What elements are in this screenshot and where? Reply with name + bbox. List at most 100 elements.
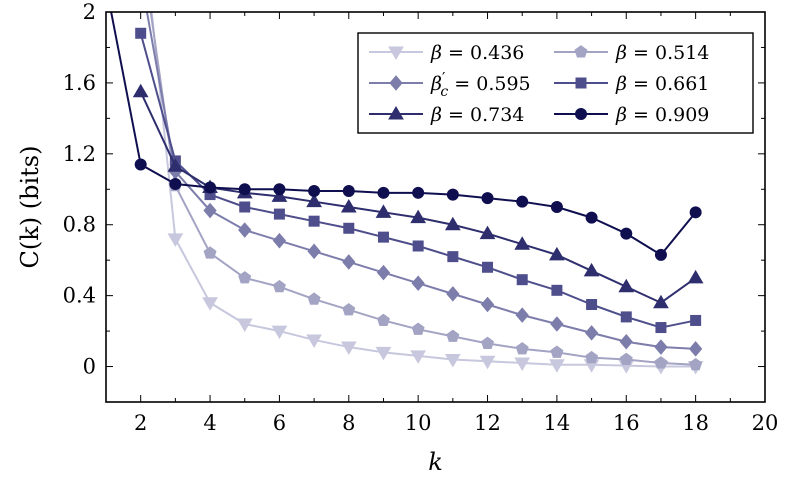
data-point — [410, 209, 427, 224]
data-point — [342, 303, 356, 316]
data-point — [583, 262, 600, 277]
data-point — [376, 264, 391, 281]
data-point — [307, 243, 321, 260]
data-point — [134, 158, 147, 171]
x-tick-label: 10 — [405, 411, 432, 435]
data-point — [340, 341, 357, 356]
y-tick-label: 0.8 — [63, 213, 96, 237]
legend-item: β′ c = 0.595 — [369, 69, 531, 100]
data-point — [515, 307, 529, 323]
data-point — [238, 183, 251, 196]
data-point — [585, 350, 599, 364]
data-point — [480, 296, 495, 313]
data-point — [689, 357, 703, 371]
legend-marker — [388, 106, 404, 120]
data-point — [584, 325, 599, 341]
data-point — [375, 204, 392, 218]
data-point — [135, 27, 147, 39]
series-6 — [110, 12, 702, 261]
legend-label: β = 0.436 — [430, 42, 524, 64]
series-2 — [149, 12, 703, 371]
legend-item: β = 0.661 — [554, 73, 709, 95]
x-tick-label: 18 — [682, 411, 709, 435]
data-point — [444, 353, 461, 368]
data-point — [619, 352, 633, 365]
x-tick-label: 16 — [613, 411, 640, 435]
data-point — [342, 185, 355, 198]
data-point — [619, 333, 633, 350]
data-point — [272, 279, 286, 293]
y-tick-label: 1.2 — [63, 142, 96, 166]
data-point — [550, 345, 564, 358]
data-point — [203, 246, 217, 259]
data-point — [516, 195, 529, 208]
data-point — [446, 329, 460, 342]
x-tick-label: 6 — [273, 411, 286, 435]
data-point — [167, 233, 184, 247]
data-point — [481, 192, 494, 205]
data-point — [655, 322, 667, 334]
legend-item: β = 0.436 — [369, 42, 524, 64]
legend-marker — [389, 75, 403, 91]
data-point — [586, 299, 598, 310]
data-point — [271, 325, 288, 340]
y-tick-label: 0 — [83, 355, 96, 379]
data-point — [479, 225, 496, 240]
data-point — [410, 350, 427, 364]
data-point — [343, 222, 355, 234]
data-point — [446, 188, 459, 201]
data-point — [446, 286, 460, 302]
legend-marker — [574, 45, 588, 58]
data-point — [444, 216, 461, 231]
data-point — [306, 334, 322, 348]
data-point — [514, 236, 531, 250]
data-point — [271, 188, 288, 202]
legend-marker — [575, 77, 587, 89]
x-tick-label: 14 — [544, 411, 571, 435]
data-point — [167, 158, 184, 172]
series-4 — [135, 27, 702, 334]
x-tick-label: 2 — [134, 411, 147, 435]
plot-frame — [105, 11, 766, 403]
x-tick-label: 4 — [203, 411, 216, 435]
data-point — [690, 314, 702, 326]
data-point — [377, 231, 389, 243]
y-tick-label: 0.4 — [63, 284, 96, 308]
data-point — [447, 251, 459, 263]
data-point — [238, 271, 252, 284]
data-point — [620, 227, 633, 240]
data-point — [412, 186, 425, 199]
legend-label: β = 0.734 — [430, 104, 524, 126]
data-point — [689, 206, 702, 219]
data-point — [654, 356, 668, 369]
legend-marker — [575, 108, 587, 120]
data-point — [516, 274, 528, 286]
data-point — [272, 232, 287, 249]
data-point — [412, 240, 424, 252]
data-point — [411, 275, 425, 291]
y-tick-label: 2 — [83, 0, 96, 24]
x-tick-label: 12 — [474, 411, 501, 435]
data-point — [479, 355, 496, 370]
data-point — [236, 318, 253, 332]
data-point — [273, 208, 285, 220]
data-point — [550, 201, 563, 213]
data-point — [307, 292, 321, 305]
data-point — [654, 339, 668, 355]
data-point — [308, 215, 320, 227]
data-point — [654, 248, 667, 261]
data-point — [203, 202, 217, 219]
legend-label: β′ c = 0.595 — [430, 69, 531, 100]
data-point — [515, 342, 529, 355]
legend-item: β = 0.909 — [554, 104, 709, 126]
y-tick-label: 1.6 — [63, 71, 96, 95]
y-axis-label: C(k) (bits) — [16, 146, 44, 269]
data-point — [273, 183, 286, 196]
data-point — [688, 341, 703, 357]
x-tick-label: 20 — [752, 411, 779, 435]
data-point — [308, 185, 321, 198]
data-point — [377, 186, 390, 199]
data-point — [238, 222, 252, 238]
data-point — [481, 336, 495, 350]
